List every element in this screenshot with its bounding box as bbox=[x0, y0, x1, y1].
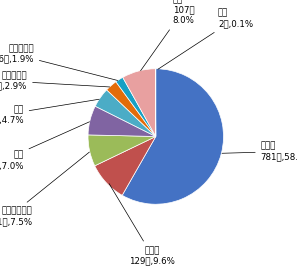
Text: 国外
107人
8.0%: 国外 107人 8.0% bbox=[141, 0, 195, 71]
Text: 北海道・東北
101人,7.5%: 北海道・東北 101人,7.5% bbox=[0, 152, 89, 226]
Wedge shape bbox=[88, 106, 156, 136]
Wedge shape bbox=[122, 69, 224, 204]
Wedge shape bbox=[95, 136, 156, 195]
Text: 不明
2人,0.1%: 不明 2人,0.1% bbox=[158, 9, 253, 69]
Wedge shape bbox=[116, 77, 156, 136]
Text: 近畿
63人,4.7%: 近畿 63人,4.7% bbox=[0, 99, 99, 124]
Text: 東京圏
781人,58.2%: 東京圏 781人,58.2% bbox=[222, 142, 298, 161]
Wedge shape bbox=[155, 69, 156, 136]
Wedge shape bbox=[95, 90, 156, 136]
Wedge shape bbox=[123, 69, 156, 136]
Wedge shape bbox=[88, 135, 156, 166]
Text: 中部
94人,7.0%: 中部 94人,7.0% bbox=[0, 122, 89, 170]
Wedge shape bbox=[107, 82, 156, 136]
Text: 北関東
129人,9.6%: 北関東 129人,9.6% bbox=[109, 184, 175, 266]
Text: 九州・沖縄
39人,2.9%: 九州・沖縄 39人,2.9% bbox=[0, 71, 110, 91]
Text: 中国・四国
26人,1.9%: 中国・四国 26人,1.9% bbox=[0, 44, 118, 81]
